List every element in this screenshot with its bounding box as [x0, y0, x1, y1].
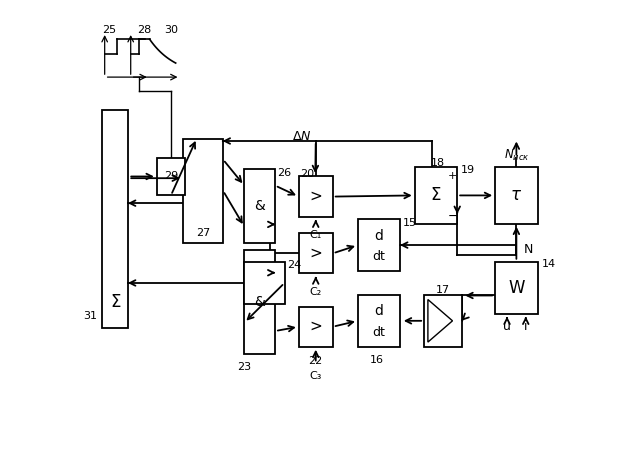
- Text: 20: 20: [300, 169, 314, 179]
- Bar: [244, 250, 275, 354]
- Text: 27: 27: [196, 228, 210, 238]
- Bar: [299, 177, 333, 217]
- Text: +: +: [448, 170, 457, 180]
- Text: >: >: [309, 189, 322, 204]
- Text: 24: 24: [287, 260, 301, 270]
- Text: 26: 26: [277, 168, 292, 178]
- Text: 22: 22: [308, 357, 323, 367]
- Text: 29: 29: [164, 171, 178, 181]
- Bar: [358, 295, 401, 347]
- Text: >: >: [309, 246, 322, 261]
- Bar: [358, 219, 401, 271]
- Text: N: N: [524, 243, 533, 257]
- Text: u: u: [503, 320, 511, 334]
- Text: &: &: [254, 295, 265, 309]
- Text: d: d: [374, 229, 383, 243]
- Text: 23: 23: [237, 362, 252, 372]
- Bar: [244, 169, 275, 243]
- Text: 28: 28: [137, 25, 151, 35]
- Text: −: −: [447, 210, 458, 223]
- Bar: [157, 158, 185, 196]
- Bar: [299, 307, 333, 347]
- Text: 25: 25: [102, 25, 116, 35]
- Bar: [183, 139, 223, 243]
- Text: 16: 16: [370, 356, 384, 366]
- Text: C₃: C₃: [310, 370, 322, 380]
- Text: >: >: [309, 319, 322, 334]
- Text: $N_{иск}$: $N_{иск}$: [504, 148, 529, 163]
- Bar: [244, 262, 285, 304]
- Text: i: i: [524, 320, 527, 334]
- Text: $\Sigma$: $\Sigma$: [109, 293, 121, 311]
- Text: 15: 15: [403, 218, 417, 228]
- Text: C₂: C₂: [310, 287, 322, 297]
- Text: 14: 14: [541, 259, 556, 269]
- Bar: [415, 167, 457, 224]
- Text: $\Delta N$: $\Delta N$: [292, 130, 311, 143]
- Bar: [102, 110, 129, 328]
- Text: dt: dt: [372, 250, 385, 263]
- Bar: [495, 262, 538, 314]
- Text: $\Sigma$: $\Sigma$: [430, 187, 442, 204]
- Text: 31: 31: [84, 311, 97, 321]
- Text: d: d: [374, 305, 383, 318]
- Text: &: &: [254, 199, 265, 213]
- Text: W: W: [508, 278, 525, 297]
- Text: 17: 17: [436, 285, 450, 295]
- Text: 18: 18: [431, 158, 445, 168]
- Text: C₁: C₁: [310, 230, 322, 240]
- Bar: [424, 295, 462, 347]
- Bar: [299, 233, 333, 274]
- Text: dt: dt: [372, 326, 385, 339]
- Text: $\tau$: $\tau$: [510, 187, 522, 204]
- Text: 30: 30: [164, 25, 178, 35]
- Bar: [495, 167, 538, 224]
- Text: 19: 19: [461, 165, 475, 175]
